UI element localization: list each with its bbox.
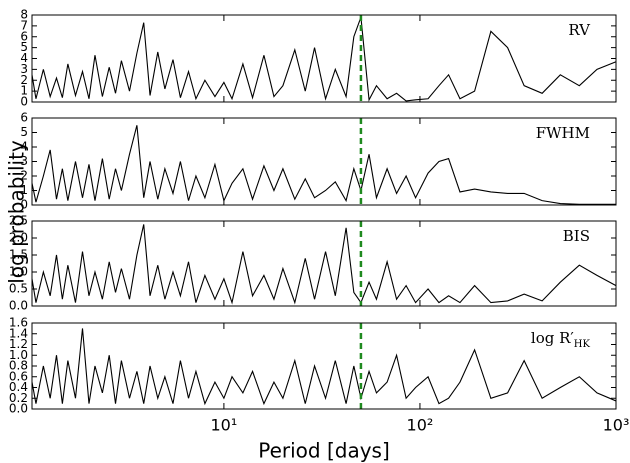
y-tick-label: 2.5 <box>9 214 28 228</box>
panel-label: log R′HK <box>531 329 591 350</box>
y-tick-label: 0.0 <box>9 299 28 313</box>
y-tick-label: 1 <box>20 183 28 197</box>
y-tick-label: 0 <box>20 198 28 212</box>
y-axis-label: log probability <box>5 140 29 284</box>
y-tick-label: 0.0 <box>9 402 28 416</box>
y-tick-label: 5 <box>20 125 28 139</box>
y-tick-label: 2 <box>20 169 28 183</box>
y-tick-label: 8 <box>20 8 28 22</box>
y-tick-label: 0.6 <box>9 369 28 383</box>
panel-label-subscript: HK <box>574 339 591 350</box>
y-tick-label: 1 <box>20 84 28 98</box>
y-tick-label: 3 <box>20 62 28 76</box>
y-tick-label: 2.0 <box>9 231 28 245</box>
periodogram-line <box>31 125 616 205</box>
y-tick-label: 0.8 <box>9 359 28 373</box>
y-tick-label: 6 <box>20 111 28 125</box>
panel-frame <box>31 322 617 410</box>
periodogram-line <box>31 224 617 305</box>
panel-label-text: log R′ <box>531 329 574 347</box>
y-tick-label: 0.4 <box>9 380 28 394</box>
periodogram-line <box>31 16 617 102</box>
y-tick-label: 4 <box>20 51 28 65</box>
y-tick-label: 1.2 <box>9 337 28 351</box>
panel-frame <box>31 14 617 103</box>
y-tick-label: 1.4 <box>9 326 28 340</box>
panel-label-text: BIS <box>563 227 590 245</box>
y-tick-label: 0.2 <box>9 391 28 405</box>
y-tick-label: 5 <box>20 40 28 54</box>
y-tick-label: 1.0 <box>9 265 28 279</box>
panel-label: RV <box>568 21 591 39</box>
x-axis-label: Period [days] <box>258 439 390 463</box>
y-tick-label: 1.6 <box>9 316 28 330</box>
y-tick-label: 2 <box>20 73 28 87</box>
panel-label-text: FWHM <box>536 124 590 142</box>
y-tick-label: 0 <box>20 95 28 109</box>
panel-label-text: RV <box>568 21 591 39</box>
panel-label: BIS <box>563 227 590 245</box>
y-tick-label: 6 <box>20 29 28 43</box>
x-tick-label: 10³ <box>603 416 630 435</box>
y-tick-label: 0.5 <box>9 282 28 296</box>
panel-frame <box>31 220 617 307</box>
y-tick-label: 1.0 <box>9 348 28 362</box>
panel-label: FWHM <box>536 124 590 142</box>
y-tick-label: 7 <box>20 18 28 32</box>
periodogram-line <box>31 328 617 406</box>
x-tick-label: 10² <box>407 416 434 435</box>
y-tick-label: 3 <box>20 154 28 168</box>
panel-frame <box>31 117 617 206</box>
x-tick-label: 10¹ <box>211 416 238 435</box>
y-tick-label: 1.5 <box>9 248 28 262</box>
y-tick-label: 4 <box>20 140 28 154</box>
